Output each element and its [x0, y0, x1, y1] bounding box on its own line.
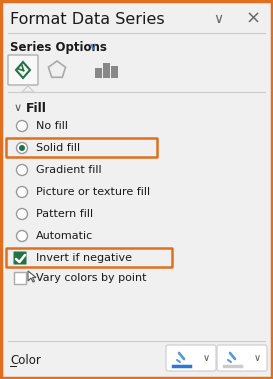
Text: Vary colors by point: Vary colors by point — [36, 273, 147, 283]
Text: Format Data Series: Format Data Series — [10, 11, 165, 27]
Text: Pattern fill: Pattern fill — [36, 209, 93, 219]
Bar — [103, 63, 110, 78]
Text: ∨: ∨ — [89, 42, 97, 52]
Bar — [95, 68, 102, 78]
Polygon shape — [28, 271, 36, 282]
Circle shape — [16, 186, 28, 197]
FancyBboxPatch shape — [14, 272, 26, 284]
Text: Automatic: Automatic — [36, 231, 93, 241]
Text: Color: Color — [10, 354, 41, 368]
Text: Series Options: Series Options — [10, 41, 107, 53]
Circle shape — [19, 145, 25, 151]
FancyBboxPatch shape — [166, 345, 216, 371]
Text: ×: × — [245, 10, 260, 28]
Circle shape — [16, 143, 28, 153]
Polygon shape — [22, 86, 34, 92]
Circle shape — [16, 230, 28, 241]
Text: Fill: Fill — [26, 102, 47, 114]
Text: ∨: ∨ — [213, 12, 223, 26]
FancyBboxPatch shape — [7, 138, 158, 158]
FancyBboxPatch shape — [13, 252, 26, 265]
Text: Gradient fill: Gradient fill — [36, 165, 102, 175]
Bar — [111, 66, 118, 78]
Text: ∨: ∨ — [14, 103, 22, 113]
FancyBboxPatch shape — [8, 55, 38, 85]
Text: Picture or texture fill: Picture or texture fill — [36, 187, 150, 197]
FancyBboxPatch shape — [217, 345, 267, 371]
Text: Invert if negative: Invert if negative — [36, 253, 132, 263]
Circle shape — [16, 208, 28, 219]
FancyBboxPatch shape — [7, 249, 173, 268]
Text: ∨: ∨ — [253, 353, 260, 363]
Circle shape — [16, 164, 28, 175]
Text: Solid fill: Solid fill — [36, 143, 80, 153]
Circle shape — [16, 121, 28, 132]
Text: No fill: No fill — [36, 121, 68, 131]
Text: ∨: ∨ — [203, 353, 210, 363]
